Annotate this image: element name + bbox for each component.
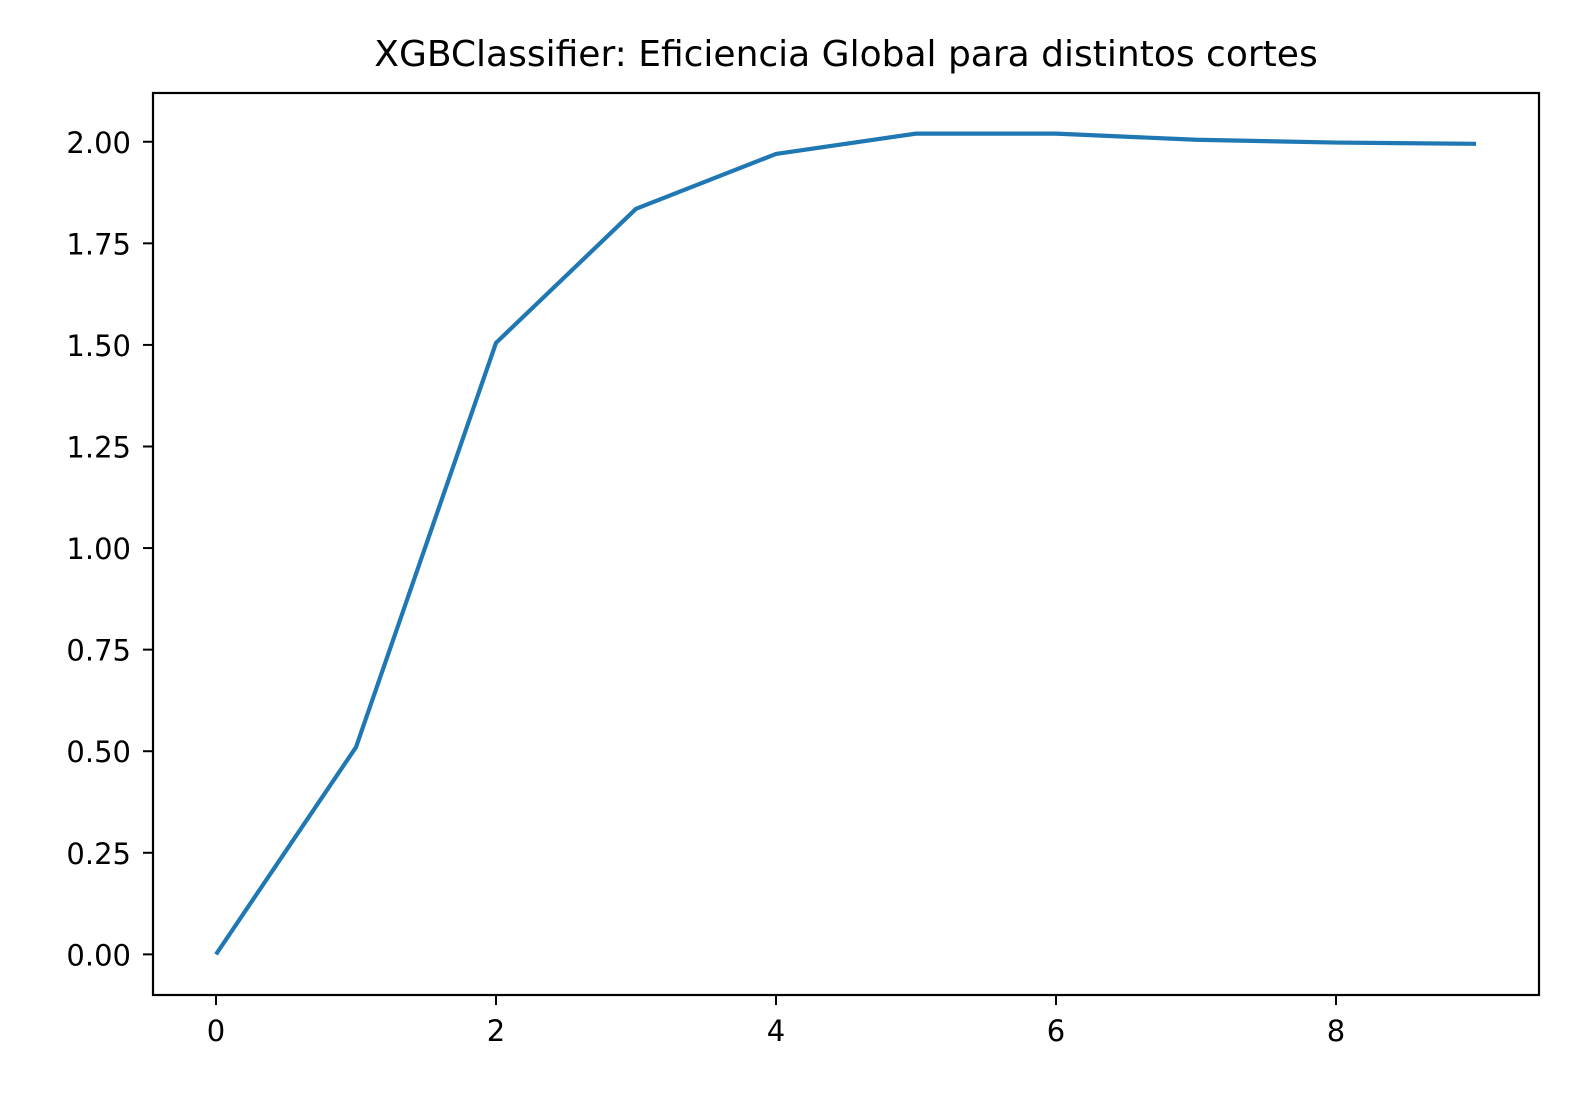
x-tick-label: 6	[1047, 1014, 1065, 1048]
y-axis: 0.00 0.25 0.50 0.75 1.00 1.25 1.50 1.75 2.00	[66, 126, 153, 972]
y-tick-label: 0.25	[66, 837, 131, 871]
y-tick-label: 1.25	[66, 430, 131, 464]
x-tick-label: 2	[487, 1014, 505, 1048]
plot-area	[214, 131, 1477, 956]
y-tick-label: 1.75	[66, 227, 131, 261]
y-tick-label: 1.00	[66, 532, 131, 566]
x-tick-label: 0	[207, 1014, 225, 1048]
y-tick-label: 1.50	[66, 329, 131, 363]
y-tick-label: 0.00	[66, 938, 131, 972]
x-tick-label: 4	[767, 1014, 785, 1048]
y-tick-label: 2.00	[66, 126, 131, 160]
x-tick-label: 8	[1327, 1014, 1345, 1048]
axes-frame	[151, 91, 1541, 997]
x-axis: 0 2 4 6 8	[207, 995, 1345, 1048]
y-tick-label: 0.75	[66, 634, 131, 668]
series-line	[214, 131, 1477, 956]
chart-title: XGBClassifier: Eficiencia Global para di…	[374, 34, 1317, 75]
y-tick-label: 0.50	[66, 735, 131, 769]
